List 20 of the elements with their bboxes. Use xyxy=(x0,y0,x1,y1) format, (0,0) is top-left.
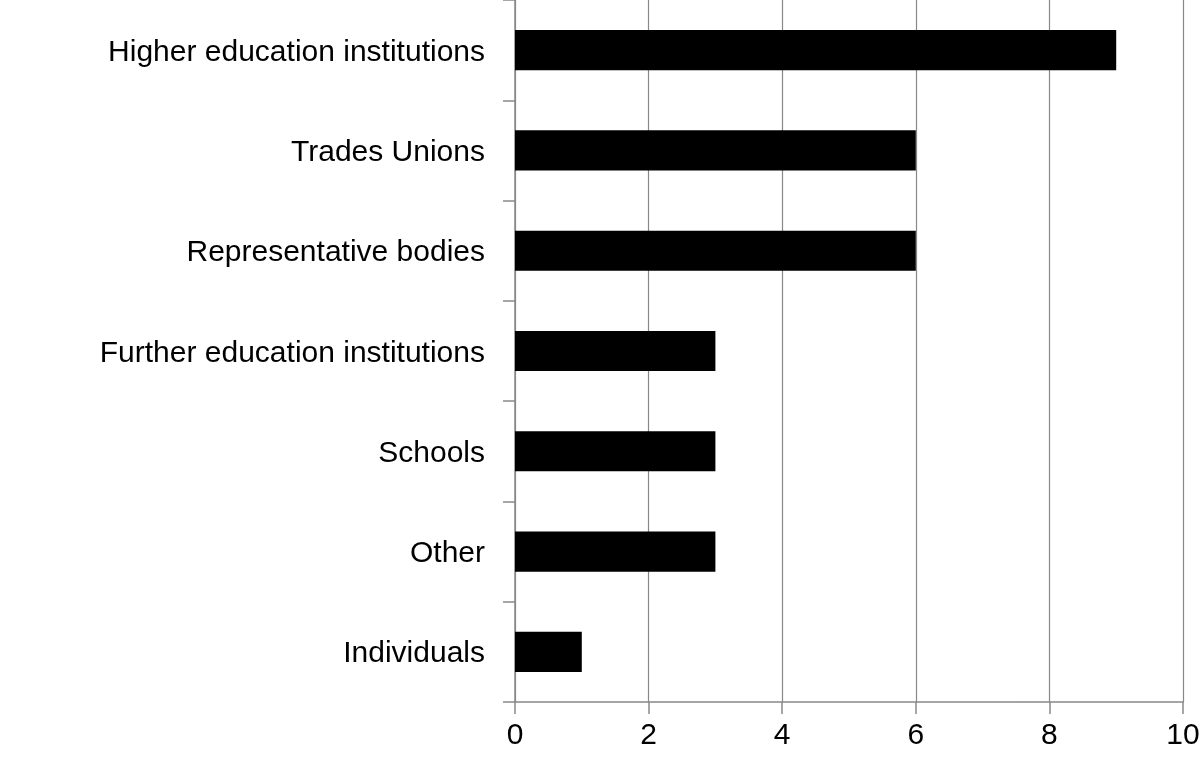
y-tick-label: Further education institutions xyxy=(99,334,485,368)
x-tick-label: 4 xyxy=(773,716,791,750)
x-tick-label: 0 xyxy=(506,716,524,750)
bar xyxy=(515,531,716,572)
x-tick-label: 8 xyxy=(1041,716,1058,750)
y-tick-label: Representative bodies xyxy=(186,234,485,268)
y-tick-label: Schools xyxy=(378,434,485,468)
y-tick-label: Trades Unions xyxy=(291,133,485,167)
x-tick-label: 6 xyxy=(907,716,925,750)
bar xyxy=(515,330,716,372)
y-tick-label: Individuals xyxy=(343,635,485,669)
bar xyxy=(515,230,916,271)
bar xyxy=(515,30,1117,71)
y-tick-label: Other xyxy=(409,535,486,569)
x-tick-label: 2 xyxy=(640,716,657,750)
x-tick-label: 10 xyxy=(1166,716,1200,750)
bar xyxy=(515,631,582,672)
bar xyxy=(515,130,916,171)
bar xyxy=(515,431,716,472)
y-tick-label: Higher education institutions xyxy=(108,33,485,67)
